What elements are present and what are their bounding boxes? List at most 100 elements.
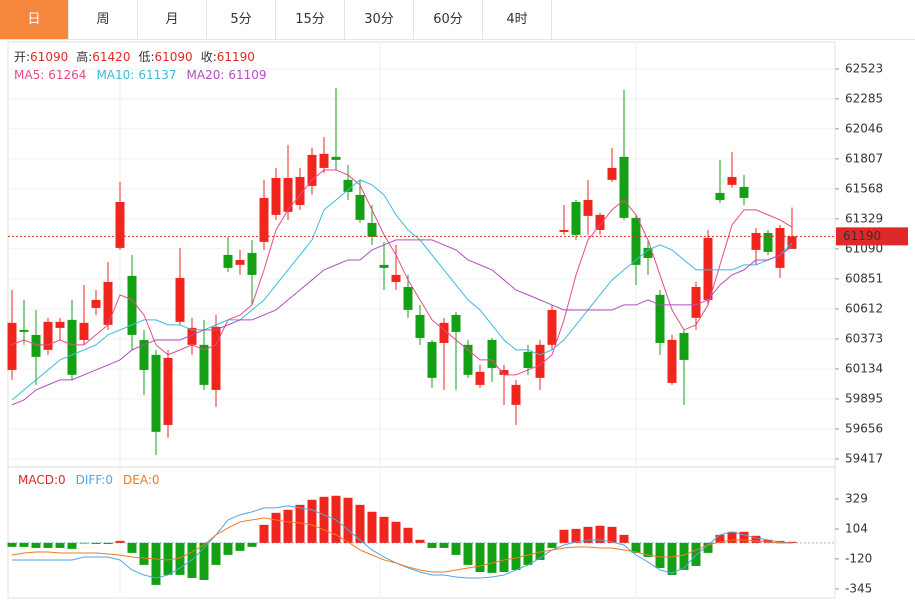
y-tick-label: 61329 [845, 211, 883, 225]
macd-bar [307, 499, 317, 543]
y-tick-label: 104 [845, 521, 868, 535]
candle-body [403, 286, 413, 310]
candle-body [631, 217, 641, 265]
macd-bar [139, 542, 149, 565]
macd-bar [751, 535, 761, 543]
candle-body [667, 339, 677, 383]
readout-label: 高: [76, 49, 92, 64]
readout-label: 收: [201, 50, 217, 64]
macd-bar [403, 527, 413, 543]
candle-body [439, 322, 449, 343]
macd-bar [667, 542, 677, 575]
ma-readout: MA5: 61264 MA10: 61137 MA20: 61109 [14, 68, 267, 82]
macd-bar [703, 542, 713, 553]
candle-body [7, 322, 17, 370]
macd-bar [679, 542, 689, 570]
macd-bar [715, 534, 725, 543]
candle-body [259, 197, 269, 242]
candle-body [487, 339, 497, 368]
tab[interactable]: 月 [138, 0, 207, 39]
macd-bar [7, 542, 17, 547]
macd-bar [103, 542, 113, 544]
macd-bar [559, 529, 569, 543]
macd-bar [55, 542, 65, 548]
macd-bar [283, 509, 293, 543]
macd-line [11, 517, 792, 573]
macd-bar [619, 534, 629, 543]
macd-bar [499, 542, 509, 572]
candle-body [79, 322, 89, 340]
readout-label: MACD: [18, 473, 58, 487]
legend-label: MA10: [96, 68, 134, 82]
macd-bar [523, 542, 533, 565]
legend-label: MA5: [14, 68, 44, 82]
candle-body [619, 156, 629, 218]
candle-body [499, 369, 509, 375]
candle-body [511, 384, 521, 405]
candle-body [475, 371, 485, 385]
y-tick-label: -120 [845, 551, 872, 565]
candle-body [163, 357, 173, 425]
tab[interactable]: 60分 [414, 0, 483, 39]
candle-body [331, 156, 341, 160]
candle-body [175, 277, 185, 322]
candle-body [451, 314, 461, 332]
candle-body [283, 177, 293, 212]
candle-body [727, 176, 737, 185]
y-tick-label: 60612 [845, 301, 883, 315]
candle-body [379, 264, 389, 268]
macd-bar [127, 542, 137, 553]
tab[interactable]: 周 [69, 0, 138, 39]
readout-value: 0 [105, 473, 113, 487]
macd-bar [199, 542, 209, 580]
candle-body [559, 229, 569, 232]
macd-bar [31, 542, 41, 548]
candle-body [739, 186, 749, 198]
candle-body [703, 237, 713, 300]
readout-label: 开: [14, 50, 30, 64]
tab[interactable]: 日 [0, 0, 69, 39]
macd-bar [235, 542, 245, 551]
ma-line [11, 239, 793, 406]
macd-bar [607, 526, 617, 543]
candle-body [751, 232, 761, 250]
candle-body [19, 329, 29, 332]
candle-body [583, 199, 593, 216]
candle-body [355, 194, 365, 220]
candle-body [535, 344, 545, 378]
macd-bar [67, 542, 77, 549]
tab[interactable]: 5分 [207, 0, 276, 39]
macd-bar [547, 542, 557, 548]
macd-bar [511, 542, 521, 570]
macd-readout: MACD:0 DIFF:0 DEA:0 [18, 473, 160, 487]
candle-body [691, 286, 701, 318]
y-tick-label: 59417 [845, 451, 883, 465]
candle-body [367, 222, 377, 237]
candle-body [115, 201, 125, 248]
macd-bar [331, 495, 341, 543]
macd-bar [211, 542, 221, 565]
macd-bar [415, 539, 425, 543]
candle-body [763, 232, 773, 252]
candle-body [415, 314, 425, 338]
price-tag [836, 227, 908, 246]
candle-body [463, 344, 473, 375]
macd-bar [175, 542, 185, 575]
macd-bar [319, 496, 329, 543]
frame [7, 41, 836, 599]
price-tag-label: 61190 [843, 229, 881, 243]
macd-bar [427, 542, 437, 548]
macd-bar [343, 497, 353, 543]
macd-bar [271, 512, 281, 543]
legend-label: MA20: [187, 68, 225, 82]
legend-value: 61264 [48, 68, 86, 82]
tab[interactable]: 15分 [276, 0, 345, 39]
candle-body [547, 309, 557, 345]
legend-value: 61109 [228, 68, 266, 82]
tab[interactable]: 4时 [483, 0, 552, 39]
macd-bar [571, 528, 581, 543]
readout-value: 61090 [30, 50, 68, 64]
tab[interactable]: 30分 [345, 0, 414, 39]
candle-body [523, 351, 533, 368]
candle-body [307, 154, 317, 186]
